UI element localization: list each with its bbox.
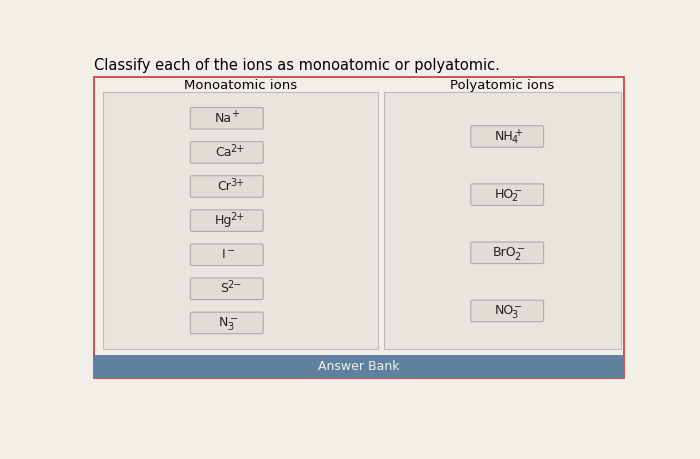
- Text: Classify each of the ions as monoatomic or polyatomic.: Classify each of the ions as monoatomic …: [94, 58, 500, 73]
- FancyBboxPatch shape: [190, 107, 263, 129]
- Text: 2+: 2+: [231, 212, 245, 222]
- Text: −: −: [228, 246, 235, 256]
- FancyBboxPatch shape: [190, 278, 263, 300]
- Text: 2: 2: [514, 252, 521, 262]
- Text: −: −: [514, 302, 522, 312]
- FancyBboxPatch shape: [190, 244, 263, 265]
- Text: 3: 3: [228, 322, 233, 332]
- Text: +: +: [514, 128, 522, 138]
- Text: −: −: [514, 186, 522, 196]
- FancyBboxPatch shape: [94, 77, 624, 379]
- Text: HO: HO: [494, 188, 514, 201]
- Text: Monoatomic ions: Monoatomic ions: [184, 78, 297, 92]
- FancyBboxPatch shape: [471, 242, 544, 263]
- Text: Na: Na: [215, 112, 232, 125]
- FancyBboxPatch shape: [384, 92, 621, 349]
- FancyBboxPatch shape: [471, 184, 544, 206]
- Text: S: S: [220, 282, 228, 295]
- Text: 3: 3: [511, 310, 517, 320]
- FancyBboxPatch shape: [190, 312, 263, 334]
- FancyBboxPatch shape: [103, 92, 378, 349]
- Text: +: +: [231, 110, 239, 119]
- Text: 3+: 3+: [231, 178, 245, 188]
- FancyBboxPatch shape: [471, 300, 544, 322]
- Text: Ca: Ca: [216, 146, 232, 159]
- Text: 4: 4: [511, 135, 517, 146]
- FancyBboxPatch shape: [190, 142, 263, 163]
- FancyBboxPatch shape: [471, 126, 544, 147]
- Text: Answer Bank: Answer Bank: [318, 360, 400, 374]
- Text: BrO: BrO: [492, 246, 516, 259]
- Text: Cr: Cr: [217, 180, 230, 193]
- Text: Polyatomic ions: Polyatomic ions: [450, 78, 554, 92]
- FancyBboxPatch shape: [190, 210, 263, 231]
- Text: 2: 2: [511, 194, 517, 203]
- Text: NO: NO: [494, 304, 514, 318]
- FancyBboxPatch shape: [190, 176, 263, 197]
- Text: I: I: [222, 248, 225, 261]
- Text: 2+: 2+: [231, 144, 245, 154]
- Text: N: N: [219, 316, 228, 330]
- Text: Hg: Hg: [215, 214, 232, 227]
- Text: 2−: 2−: [228, 280, 241, 290]
- FancyBboxPatch shape: [94, 355, 624, 379]
- Text: −: −: [517, 244, 526, 254]
- Text: −: −: [230, 314, 238, 324]
- Text: NH: NH: [495, 130, 514, 143]
